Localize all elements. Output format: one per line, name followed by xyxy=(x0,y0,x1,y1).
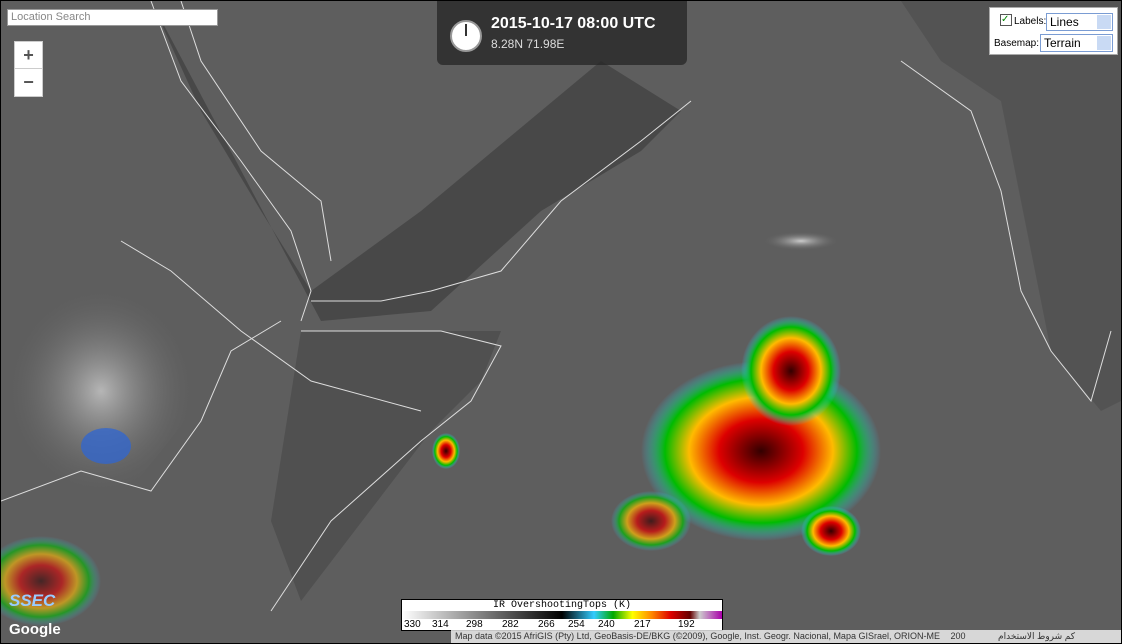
colorbar-tick-label: 254 xyxy=(568,619,585,630)
datetime: 2015-10-17 08:00 UTC xyxy=(491,15,656,32)
colorbar-tick-label: 314 xyxy=(432,619,449,630)
colorbar-tick-label: 217 xyxy=(634,619,651,630)
colorbar-tick-label: 282 xyxy=(502,619,519,630)
cursor-location: 8.28N 71.98E xyxy=(491,37,565,51)
ssec-logo: SSEC xyxy=(9,591,56,610)
zoom-in[interactable]: + xyxy=(14,41,43,70)
colorbar-gradient xyxy=(402,611,722,619)
colorbar-tick-label: 330 xyxy=(404,619,421,630)
labels-checkbox[interactable]: ✓ xyxy=(1000,14,1012,26)
zoom-out[interactable]: − xyxy=(14,68,43,97)
labels-label: Labels: xyxy=(1014,16,1047,27)
map-controls: ✓ Labels: Lines Basemap: Terrain xyxy=(989,7,1118,55)
basemap-label: Basemap: xyxy=(994,38,1040,49)
colorbar-tick-label: 192 xyxy=(678,619,695,630)
colorbar-tick-label: 240 xyxy=(598,619,615,630)
attribution-bar: Map data ©2015 AfriGIS (Pty) Ltd, GeoBas… xyxy=(451,630,1121,643)
colorbar-title: IR OvershootingTops (K) xyxy=(492,600,632,611)
logos: SSEC Google xyxy=(5,575,75,641)
colorbar: IR OvershootingTops (K) 330 314 298 282 266 2… xyxy=(401,599,723,631)
scale: 200 كم xyxy=(950,631,1075,641)
clock-icon xyxy=(450,20,482,52)
labels-select[interactable]: Lines xyxy=(1046,13,1113,31)
terms[interactable]: شروط الاستخدام xyxy=(998,631,1063,641)
colorbar-tick-label: 298 xyxy=(466,619,483,630)
basemap-select[interactable]: Terrain xyxy=(1040,34,1113,52)
attribution: Map data ©2015 AfriGIS (Pty) Ltd, GeoBas… xyxy=(455,631,940,641)
location-search[interactable]: Location Search xyxy=(7,9,218,26)
google-logo: Google xyxy=(9,621,61,638)
time-panel: 2015-10-17 08:00 UTC 8.28N 71.98E xyxy=(437,1,687,65)
colorbar-tick-label: 266 xyxy=(538,619,555,630)
